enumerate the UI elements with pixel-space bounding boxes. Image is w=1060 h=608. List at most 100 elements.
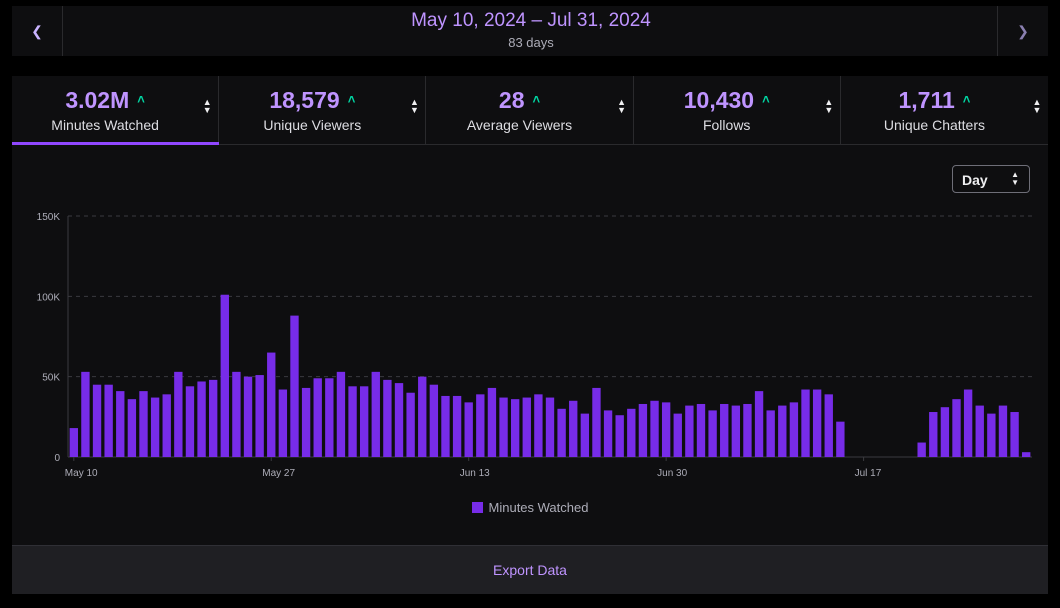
sort-arrows-icon[interactable]: ▲ ▼ — [617, 97, 627, 115]
bar[interactable] — [650, 400, 659, 457]
bar[interactable] — [487, 387, 497, 457]
trend-up-icon: ˄ — [347, 92, 356, 107]
bar[interactable] — [127, 399, 137, 457]
bar[interactable] — [243, 376, 253, 457]
bar[interactable] — [789, 402, 799, 457]
bar[interactable] — [348, 386, 357, 457]
stats-panel: 3.02M ˄ Minutes Watched ▲ ▼ 18,579 ˄ Unique… — [12, 76, 1048, 594]
tab-unique-chatters[interactable]: 1,711 ˄ Unique Chatters ▲ ▼ — [841, 76, 1048, 144]
bar[interactable] — [998, 405, 1008, 457]
bar[interactable] — [557, 408, 566, 457]
bar[interactable] — [778, 405, 787, 457]
date-range-text: May 10, 2024 – Jul 31, 2024 — [411, 10, 651, 31]
bar[interactable] — [476, 394, 485, 457]
bar[interactable] — [116, 391, 125, 457]
bar[interactable] — [603, 410, 613, 457]
bar[interactable] — [917, 442, 926, 457]
bar[interactable] — [801, 389, 810, 457]
bar[interactable] — [232, 371, 241, 457]
y-tick-label: 50K — [42, 373, 60, 384]
bar[interactable] — [638, 403, 648, 457]
bar[interactable] — [301, 387, 311, 457]
bar[interactable] — [464, 402, 473, 457]
metric-tabs: 3.02M ˄ Minutes Watched ▲ ▼ 18,579 ˄ Unique… — [12, 76, 1048, 145]
bar[interactable] — [499, 397, 508, 457]
interval-select[interactable]: Day ▲ ▼ — [952, 165, 1030, 193]
bar[interactable] — [290, 315, 299, 457]
bar[interactable] — [952, 399, 961, 457]
y-tick-label: 0 — [54, 453, 60, 464]
bar[interactable] — [150, 397, 160, 457]
bar[interactable] — [359, 386, 369, 457]
sort-arrows-icon[interactable]: ▲ ▼ — [824, 97, 834, 115]
bar[interactable] — [754, 391, 764, 457]
bar[interactable] — [69, 428, 78, 457]
bar[interactable] — [743, 403, 752, 457]
bar[interactable] — [208, 379, 218, 457]
bar[interactable] — [429, 384, 439, 457]
bar[interactable] — [592, 387, 601, 457]
bar[interactable] — [708, 410, 717, 457]
export-data-button[interactable]: Export Data — [12, 545, 1048, 594]
bar[interactable] — [267, 352, 276, 457]
bar[interactable] — [418, 376, 427, 457]
bar[interactable] — [522, 397, 531, 457]
bar[interactable] — [185, 386, 195, 457]
bar[interactable] — [685, 405, 694, 457]
bar[interactable] — [534, 394, 543, 457]
x-tick-label: Jun 13 — [460, 468, 490, 479]
tab-average-viewers[interactable]: 28 ˄ Average Viewers ▲ ▼ — [426, 76, 634, 144]
bar[interactable] — [452, 395, 462, 457]
bar[interactable] — [255, 375, 264, 457]
bar[interactable] — [1022, 452, 1031, 457]
bar[interactable] — [720, 403, 729, 457]
bar[interactable] — [836, 421, 845, 457]
bar[interactable] — [569, 400, 578, 457]
bar[interactable] — [1010, 412, 1019, 457]
bar[interactable] — [104, 384, 113, 457]
bar[interactable] — [383, 379, 392, 457]
bar[interactable] — [394, 383, 404, 457]
bar[interactable] — [441, 395, 450, 457]
bar[interactable] — [278, 389, 288, 457]
bar[interactable] — [940, 407, 950, 457]
tab-follows[interactable]: 10,430 ˄ Follows ▲ ▼ — [634, 76, 841, 144]
bar[interactable] — [220, 294, 229, 457]
bar[interactable] — [580, 413, 590, 457]
x-tick-label: Jul 17 — [855, 468, 882, 479]
next-period-button[interactable]: ❯ — [997, 6, 1048, 56]
bar[interactable] — [615, 415, 624, 457]
bar[interactable] — [313, 378, 322, 457]
sort-arrows-icon[interactable]: ▲ ▼ — [202, 97, 212, 115]
bar[interactable] — [174, 371, 183, 457]
previous-period-button[interactable]: ❮ — [12, 6, 63, 56]
bar[interactable] — [673, 413, 682, 457]
tab-minutes-watched[interactable]: 3.02M ˄ Minutes Watched ▲ ▼ — [12, 76, 220, 145]
bar[interactable] — [975, 405, 984, 457]
bar[interactable] — [510, 399, 520, 457]
bar[interactable] — [92, 384, 102, 457]
bar[interactable] — [731, 405, 741, 457]
chevron-updown-icon: ▲ ▼ — [1011, 170, 1019, 187]
sort-arrows-icon[interactable]: ▲ ▼ — [1032, 97, 1042, 115]
bar[interactable] — [766, 410, 775, 457]
sort-arrows-icon[interactable]: ▲ ▼ — [409, 97, 419, 115]
bar[interactable] — [812, 389, 822, 457]
bar[interactable] — [987, 413, 996, 457]
bar[interactable] — [929, 412, 938, 457]
bar[interactable] — [661, 402, 671, 457]
bar[interactable] — [627, 408, 636, 457]
bar[interactable] — [197, 381, 206, 457]
bar[interactable] — [963, 389, 973, 457]
bar[interactable] — [139, 391, 148, 457]
bar[interactable] — [696, 403, 706, 457]
bar[interactable] — [81, 371, 90, 457]
bar[interactable] — [162, 394, 171, 457]
bar[interactable] — [371, 371, 380, 457]
bar[interactable] — [336, 371, 346, 457]
bar[interactable] — [325, 378, 334, 457]
bar[interactable] — [824, 394, 833, 457]
bar[interactable] — [406, 392, 415, 457]
bar[interactable] — [545, 397, 555, 457]
tab-unique-viewers[interactable]: 18,579 ˄ Unique Viewers ▲ ▼ — [219, 76, 427, 144]
